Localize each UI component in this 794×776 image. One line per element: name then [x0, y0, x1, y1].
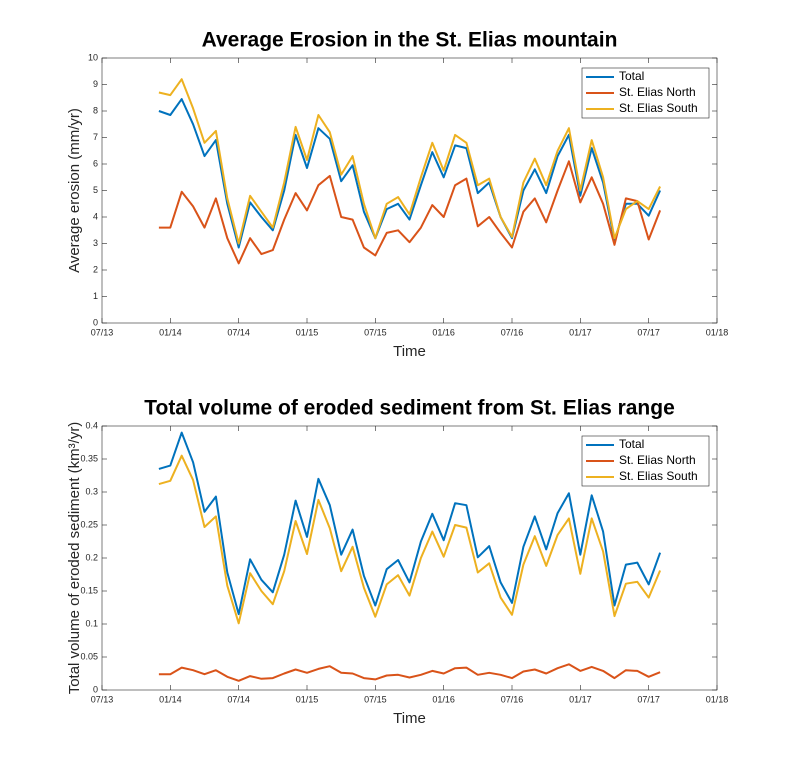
x-tick-label: 07/15	[364, 327, 387, 337]
x-axis-label: Time	[393, 343, 426, 360]
x-tick-label: 07/15	[364, 694, 387, 704]
y-tick-label: 1	[93, 291, 98, 301]
y-tick-label: 8	[93, 105, 98, 115]
data-line	[158, 663, 661, 682]
x-tick-label: 07/13	[91, 694, 114, 704]
y-tick-label: 2	[93, 264, 98, 274]
x-tick-label: 01/17	[569, 327, 592, 337]
legend-label: St. Elias North	[619, 453, 696, 467]
x-tick-label: 01/18	[706, 327, 729, 337]
y-tick-label: 5	[93, 185, 98, 195]
y-tick-label: 6	[93, 158, 98, 168]
y-tick-label: 0.1	[85, 618, 98, 628]
y-tick-label: 0.35	[80, 453, 98, 463]
y-tick-label: 0.2	[85, 552, 98, 562]
y-tick-label: 9	[93, 79, 98, 89]
y-tick-label: 0.3	[85, 486, 98, 496]
x-tick-label: 07/16	[501, 327, 524, 337]
x-tick-label: 01/15	[296, 694, 319, 704]
legend-label: St. Elias North	[619, 85, 696, 99]
legend-label: St. Elias South	[619, 469, 698, 483]
data-line	[158, 78, 661, 245]
x-tick-label: 07/14	[227, 327, 250, 337]
x-axis-label: Time	[393, 710, 426, 727]
y-axis-label: Average erosion (mm/yr)	[66, 108, 83, 273]
y-tick-label: 0	[93, 317, 98, 327]
y-tick-label: 0.15	[80, 585, 98, 595]
y-tick-label: 0.4	[85, 420, 98, 430]
y-tick-label: 0.25	[80, 519, 98, 529]
x-tick-label: 07/14	[227, 694, 250, 704]
x-tick-label: 07/16	[501, 694, 524, 704]
x-tick-label: 01/17	[569, 694, 592, 704]
x-tick-label: 01/16	[432, 327, 455, 337]
x-tick-label: 01/15	[296, 327, 319, 337]
y-tick-label: 3	[93, 238, 98, 248]
x-tick-label: 01/14	[159, 694, 182, 704]
y-tick-label: 7	[93, 132, 98, 142]
chart-title: Average Erosion in the St. Elias mountai…	[202, 29, 618, 52]
legend-label: Total	[619, 69, 644, 83]
y-tick-label: 10	[88, 52, 98, 62]
data-line	[158, 431, 662, 616]
data-line	[158, 454, 662, 625]
data-line	[158, 98, 662, 249]
x-tick-label: 01/14	[159, 327, 182, 337]
x-tick-label: 01/18	[706, 694, 729, 704]
y-tick-label: 0	[93, 684, 98, 694]
x-tick-label: 01/16	[432, 694, 455, 704]
y-tick-label: 4	[93, 211, 98, 221]
legend-label: Total	[619, 437, 644, 451]
y-tick-label: 0.05	[80, 651, 98, 661]
x-tick-label: 07/17	[637, 694, 660, 704]
y-axis-label: Total volume of eroded sediment (km³/yr)	[66, 422, 83, 695]
chart-title: Total volume of eroded sediment from St.…	[144, 397, 675, 420]
legend-label: St. Elias South	[619, 101, 698, 115]
x-tick-label: 07/17	[637, 327, 660, 337]
x-tick-label: 07/13	[91, 327, 114, 337]
data-line	[158, 160, 662, 265]
